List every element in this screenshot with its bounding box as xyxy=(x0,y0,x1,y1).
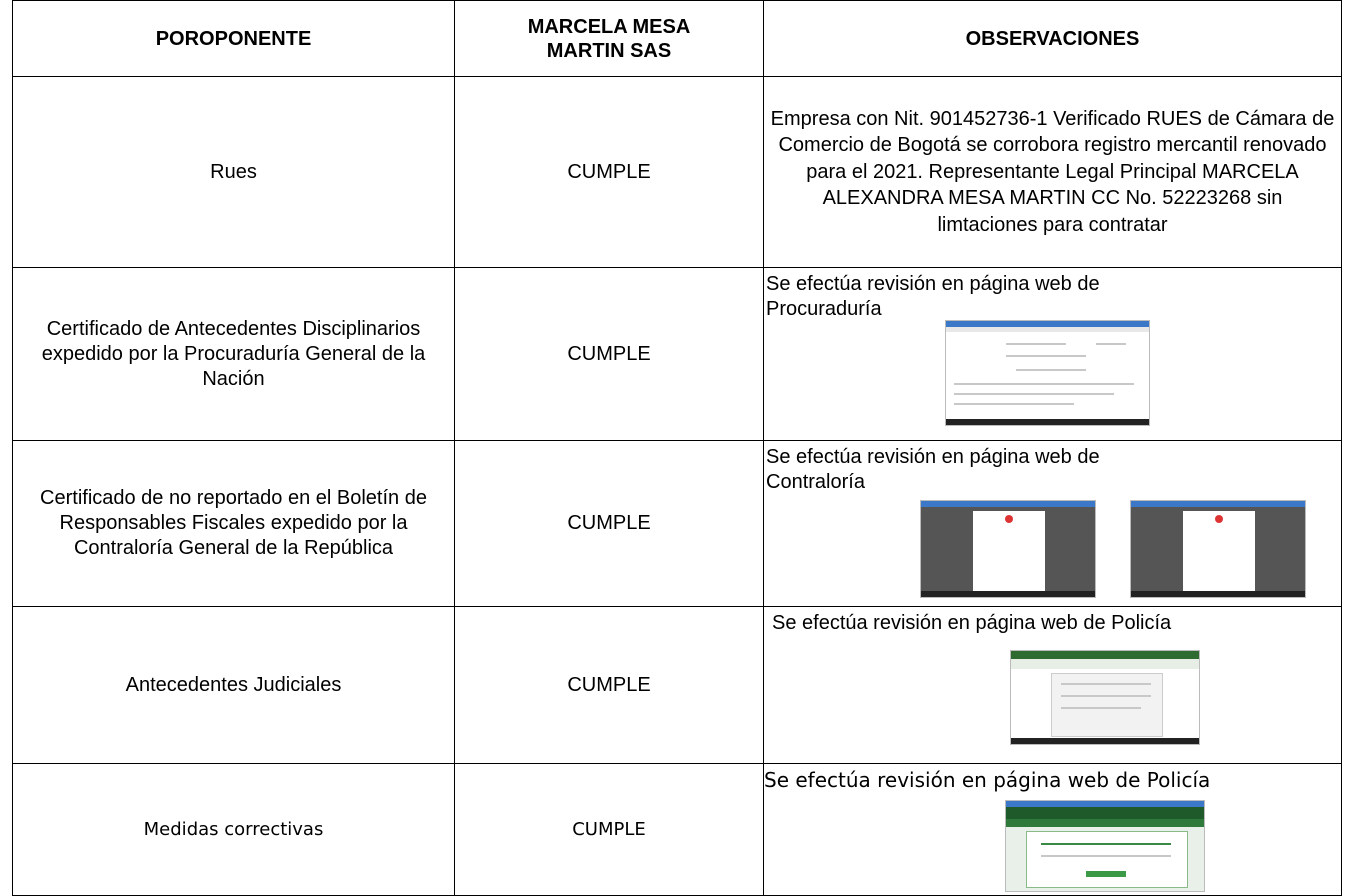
observation-cell: Se efectúa revisión en página web de Pol… xyxy=(764,764,1342,896)
requirement-cell: Medidas correctivas xyxy=(12,764,455,896)
status-cell: CUMPLE xyxy=(455,268,764,441)
status-cell: CUMPLE xyxy=(455,607,764,764)
observation-cell: Empresa con Nit. 901452736-1 Verificado … xyxy=(764,77,1342,268)
screenshot-thumbnail xyxy=(1010,650,1200,745)
header-cell: OBSERVACIONES xyxy=(764,0,1342,77)
observation-cell: Se efectúa revisión en página web de Con… xyxy=(764,441,1342,607)
observation-cell: Se efectúa revisión en página web de Pol… xyxy=(764,607,1342,764)
header-cell: MARCELA MESA MARTIN SAS xyxy=(455,0,764,77)
requirement-cell: Rues xyxy=(12,77,455,268)
status-cell: CUMPLE xyxy=(455,441,764,607)
screenshot-thumbnail xyxy=(945,320,1150,426)
screenshot-thumbnail xyxy=(1130,500,1306,598)
screenshot-thumbnail xyxy=(920,500,1096,598)
observation-cell: Se efectúa revisión en página web de Pro… xyxy=(764,268,1342,441)
requirement-cell: Certificado de Antecedentes Disciplinari… xyxy=(12,268,455,441)
header-cell: POROPONENTE xyxy=(12,0,455,77)
requirement-cell: Certificado de no reportado en el Boletí… xyxy=(12,441,455,607)
requirement-cell: Antecedentes Judiciales xyxy=(12,607,455,764)
status-cell: CUMPLE xyxy=(455,764,764,896)
screenshot-thumbnail xyxy=(1005,800,1205,892)
status-cell: CUMPLE xyxy=(455,77,764,268)
